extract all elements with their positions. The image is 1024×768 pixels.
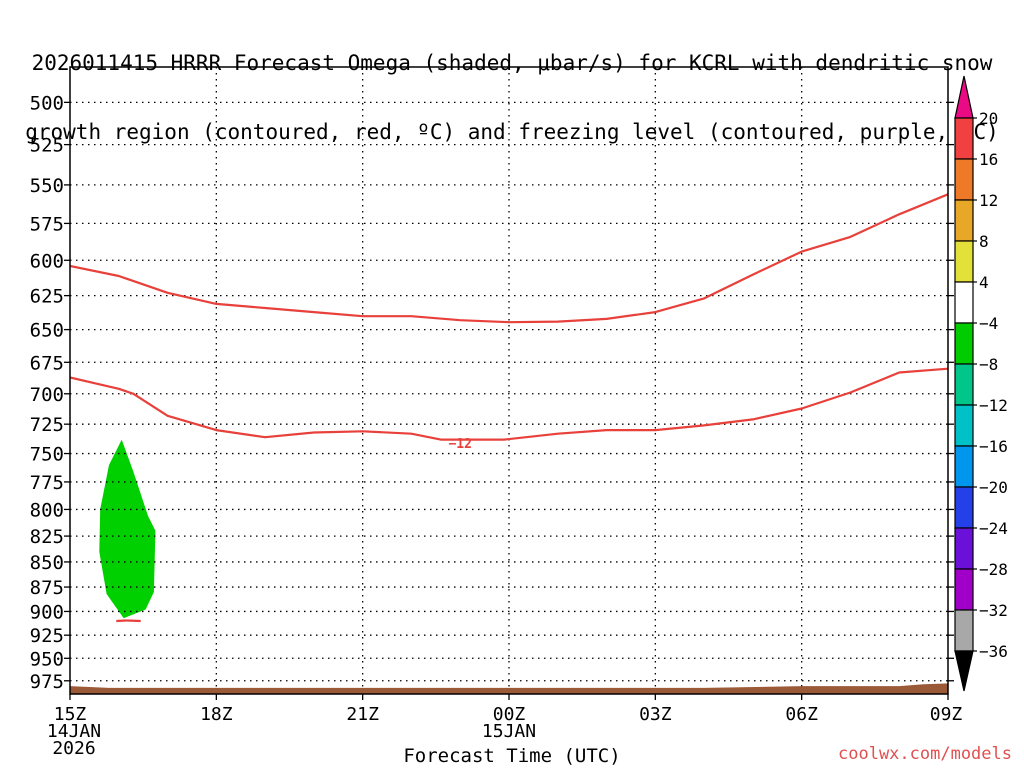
contour-label: −12 xyxy=(448,437,471,452)
colorbar-label: −28 xyxy=(979,560,1008,579)
y-tick-label: 500 xyxy=(30,92,64,114)
colorbar-label: −16 xyxy=(979,437,1008,456)
x-tick-label: 15Z xyxy=(54,704,87,725)
y-tick-label: 550 xyxy=(30,175,64,197)
colorbar-swatch-12 xyxy=(954,609,974,652)
colorbar-label: 20 xyxy=(979,109,998,128)
y-tick-label: 650 xyxy=(30,320,64,342)
colorbar-top-arrow xyxy=(954,75,974,119)
x-tick-label: 06Z xyxy=(785,704,818,725)
colorbar-label: −20 xyxy=(979,478,1008,497)
colorbar-bottom-arrow xyxy=(954,650,974,692)
colorbar-swatch-9 xyxy=(954,486,974,529)
colorbar-label: 16 xyxy=(979,150,998,169)
colorbar-swatch-2 xyxy=(954,199,974,242)
colorbar-swatch-0 xyxy=(954,117,974,160)
x-tick-label: 09Z xyxy=(930,704,963,725)
y-tick-label: 625 xyxy=(30,286,64,308)
title-line-2: growth region (contoured, red, ºC) and f… xyxy=(25,120,999,144)
colorbar-swatch-10 xyxy=(954,527,974,570)
colorbar-label: −12 xyxy=(979,396,1008,415)
y-tick-label: 775 xyxy=(30,472,64,494)
dgz-contour-0 xyxy=(70,193,948,324)
y-tick-label: 750 xyxy=(30,444,64,466)
y-tick-label: 825 xyxy=(30,526,64,548)
dgz-contour-2 xyxy=(116,619,141,623)
y-tick-label: 900 xyxy=(30,601,64,623)
credit-text[interactable]: coolwx.com/models xyxy=(838,744,1012,764)
y-tick-label: 675 xyxy=(30,352,64,374)
y-tick-label: 950 xyxy=(30,648,64,670)
colorbar-label: 8 xyxy=(979,232,989,251)
colorbar-label: 12 xyxy=(979,191,998,210)
x-tick-label: 00Z xyxy=(493,704,526,725)
y-tick-label: 700 xyxy=(30,384,64,406)
y-tick-label: 575 xyxy=(30,213,64,235)
colorbar-swatch-5 xyxy=(954,322,974,365)
x-tick-label: 18Z xyxy=(200,704,233,725)
x-tick-label: 2026 xyxy=(52,738,95,759)
colorbar-label: −4 xyxy=(979,314,998,333)
title-line-1: 2026011415 HRRR Forecast Omega (shaded, … xyxy=(31,51,993,75)
y-tick-label: 600 xyxy=(30,250,64,272)
colorbar-label: −8 xyxy=(979,355,998,374)
x-tick-label: 14JAN xyxy=(47,721,101,742)
colorbar-label: 4 xyxy=(979,273,989,292)
x-tick-label: 03Z xyxy=(639,704,672,725)
y-tick-label: 525 xyxy=(30,135,64,157)
colorbar-label: −24 xyxy=(979,519,1008,538)
x-tick-label: 15JAN xyxy=(482,721,536,742)
plot-inner: −12 xyxy=(70,67,948,694)
colorbar-swatch-7 xyxy=(954,404,974,447)
colorbar-swatch-8 xyxy=(954,445,974,488)
y-tick-label: 975 xyxy=(30,671,64,693)
y-tick-label: 875 xyxy=(30,577,64,599)
dgz-contour-1 xyxy=(70,367,948,441)
omega-region-0 xyxy=(99,439,156,619)
colorbar-swatch-1 xyxy=(954,158,974,201)
x-axis-title: Forecast Time (UTC) xyxy=(403,745,621,767)
x-tick-label: 21Z xyxy=(346,704,379,725)
colorbar-swatch-4 xyxy=(954,281,974,324)
y-tick-label: 800 xyxy=(30,499,64,521)
colorbar-swatch-6 xyxy=(954,363,974,406)
terrain xyxy=(70,683,948,694)
colorbar-swatch-11 xyxy=(954,568,974,611)
y-tick-label: 725 xyxy=(30,414,64,436)
colorbar-swatch-3 xyxy=(954,240,974,283)
colorbar-label: −36 xyxy=(979,642,1008,661)
y-tick-label: 850 xyxy=(30,552,64,574)
chart-title: 2026011415 HRRR Forecast Omega (shaded, … xyxy=(0,6,1024,167)
y-tick-label: 925 xyxy=(30,625,64,647)
colorbar-label: −32 xyxy=(979,601,1008,620)
